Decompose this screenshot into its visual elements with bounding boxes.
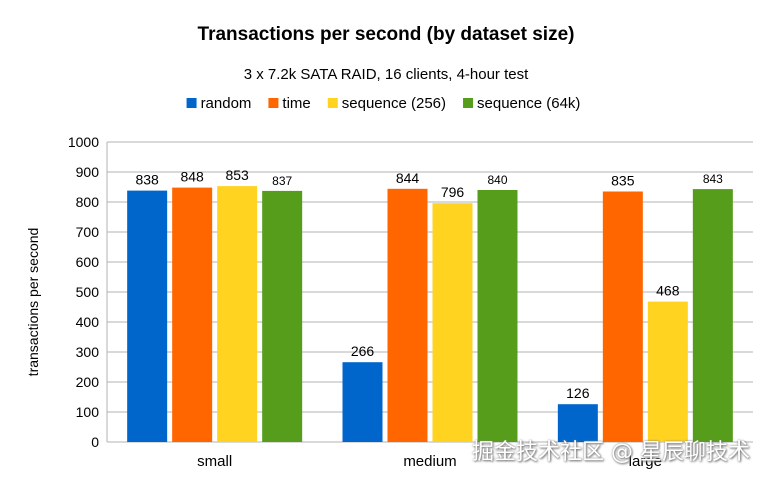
bar-sequence-64k--large — [692, 189, 733, 442]
legend-label: sequence (256) — [342, 95, 446, 112]
legend-swatch — [463, 98, 474, 108]
x-axis-categories: small medium large — [197, 453, 662, 470]
bar-sequence-256--small — [217, 186, 258, 442]
legend-swatch — [186, 98, 197, 108]
legend-item: sequence (256) — [327, 95, 446, 112]
y-tick-label: 900 — [76, 164, 100, 180]
bar-time-medium — [387, 188, 428, 442]
data-label: 468 — [656, 283, 680, 299]
y-tick-label: 0 — [91, 434, 99, 450]
bar-sequence-256--medium — [432, 203, 473, 442]
legend-item: sequence (64k) — [463, 95, 580, 112]
y-tick-label: 600 — [76, 254, 100, 270]
y-tick-label: 700 — [76, 224, 100, 240]
category-label: small — [197, 453, 232, 470]
y-tick-label: 800 — [76, 194, 100, 210]
bars — [127, 186, 733, 442]
data-labels: 838 848 853 837 266 844 796 840 126 835 468 843 — [135, 167, 723, 401]
legend-label: sequence (64k) — [477, 95, 580, 112]
legend-swatch — [268, 98, 279, 108]
bar-sequence-64k--small — [262, 190, 303, 442]
grid-lines — [106, 141, 753, 443]
legend-label: time — [282, 95, 310, 112]
bar-random-medium — [342, 362, 383, 442]
data-label: 848 — [180, 169, 204, 185]
legend-item: time — [268, 95, 311, 112]
y-tick-label: 400 — [76, 314, 100, 330]
data-label: 126 — [566, 385, 590, 401]
bar-sequence-64k--medium — [477, 190, 518, 442]
legend-label: random — [201, 95, 252, 112]
data-label: 835 — [611, 173, 635, 189]
data-label: 266 — [351, 343, 375, 359]
legend: random time sequence (256) sequence (64k) — [186, 95, 580, 112]
y-tick-label: 300 — [76, 344, 100, 360]
bar-time-large — [602, 191, 643, 442]
y-tick-label: 500 — [76, 284, 100, 300]
data-label: 840 — [487, 173, 507, 187]
y-axis-label: transactions per second — [25, 228, 41, 377]
y-tick-label: 1000 — [68, 134, 99, 150]
legend-swatch — [327, 98, 338, 108]
chart-title: Transactions per second (by dataset size… — [198, 24, 575, 45]
y-tick-label: 200 — [76, 374, 100, 390]
bar-random-small — [127, 190, 168, 442]
category-label: medium — [403, 453, 456, 470]
data-label: 843 — [703, 172, 723, 186]
data-label: 838 — [135, 172, 159, 188]
y-tick-label: 100 — [76, 404, 100, 420]
bar-random-large — [557, 404, 598, 442]
category-label: large — [629, 453, 662, 470]
y-axis-ticks: 0 100 200 300 400 500 600 700 800 900 1000 — [68, 134, 99, 450]
watermark: 掘金技术社区 @ 星辰聊技术 — [472, 440, 750, 465]
data-label: 853 — [225, 167, 249, 183]
data-label: 796 — [441, 184, 465, 200]
chart-subtitle: 3 x 7.2k SATA RAID, 16 clients, 4-hour t… — [244, 66, 529, 83]
data-label: 844 — [396, 170, 420, 186]
bar-sequence-256--large — [647, 301, 688, 442]
legend-item: random — [186, 95, 252, 112]
data-label: 837 — [272, 174, 292, 188]
bar-time-small — [172, 187, 213, 442]
